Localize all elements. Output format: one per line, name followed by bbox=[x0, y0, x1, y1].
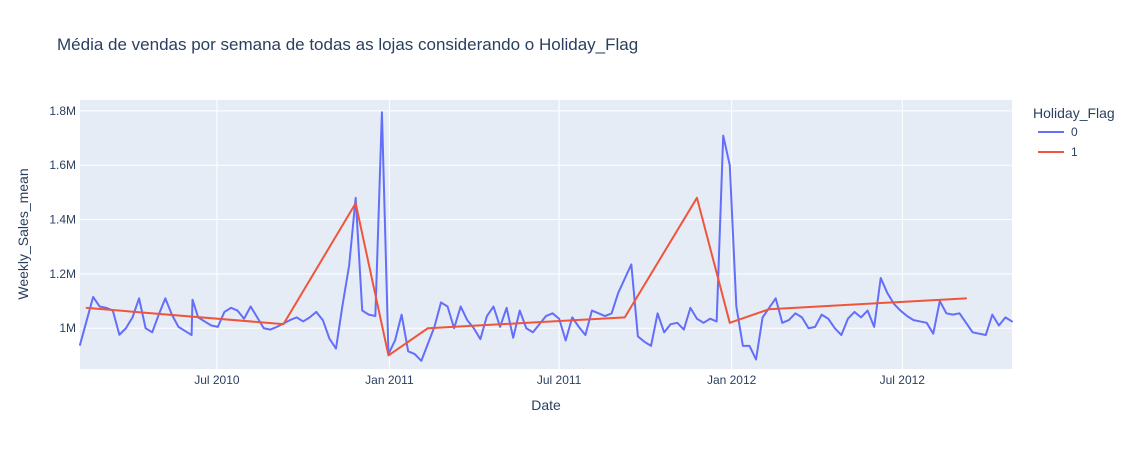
legend-title: Holiday_Flag bbox=[1033, 105, 1115, 121]
y-tick-label: 1.2M bbox=[49, 267, 76, 281]
x-tick-label: Jul 2010 bbox=[194, 373, 240, 387]
y-tick-labels: 1M 1.2M 1.4M 1.6M 1.8M bbox=[49, 104, 76, 335]
x-tick-label: Jul 2012 bbox=[880, 373, 926, 387]
x-gridlines bbox=[216, 100, 903, 369]
legend-label-1: 1 bbox=[1071, 145, 1078, 159]
y-gridlines bbox=[80, 110, 1012, 329]
y-tick-label: 1.8M bbox=[49, 104, 76, 118]
x-tick-label: Jan 2012 bbox=[707, 373, 757, 387]
y-tick-label: 1.4M bbox=[49, 213, 76, 227]
y-tick-label: 1M bbox=[59, 321, 76, 335]
x-tick-labels: Jul 2010 Jan 2011 Jul 2011 Jan 2012 Jul 2012 bbox=[194, 373, 925, 387]
legend-label-0: 0 bbox=[1071, 125, 1078, 139]
series-line-0[interactable] bbox=[79, 111, 1013, 362]
series-layer bbox=[79, 111, 1013, 362]
y-tick-label: 1.6M bbox=[49, 158, 76, 172]
legend: Holiday_Flag 0 1 bbox=[1033, 105, 1115, 159]
x-tick-label: Jul 2011 bbox=[537, 373, 582, 387]
x-tick-label: Jan 2011 bbox=[365, 373, 414, 387]
x-axis-title: Date bbox=[531, 397, 561, 413]
plot-area bbox=[80, 100, 1012, 369]
chart-title: Média de vendas por semana de todas as l… bbox=[57, 35, 638, 54]
legend-item-1[interactable]: 1 bbox=[1038, 145, 1078, 159]
legend-item-0[interactable]: 0 bbox=[1038, 125, 1078, 139]
series-line-1[interactable] bbox=[85, 196, 968, 357]
y-axis-title: Weekly_Sales_mean bbox=[15, 168, 31, 299]
